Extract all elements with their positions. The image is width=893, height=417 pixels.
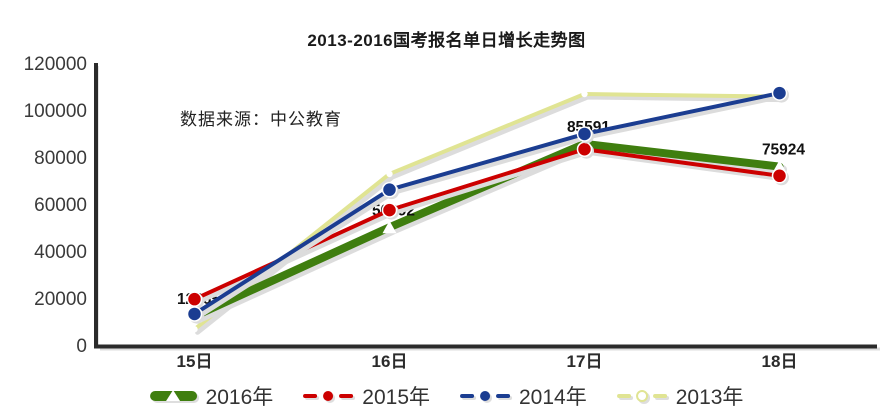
legend-label: 2016年 [205, 386, 274, 409]
x-axis-shadow [100, 347, 880, 351]
marker-white-dot-2013年 [581, 90, 588, 98]
legend-dash [339, 394, 354, 398]
series-line-2014年 [192, 91, 782, 316]
legend-item-2014: 2014年 [460, 381, 587, 411]
legend-dot [480, 391, 490, 401]
marker-dot-2015年 [186, 291, 203, 307]
y-tick-label: 0 [76, 336, 87, 357]
legend: 2016年 2015年 2014年 2013年 [149, 381, 744, 411]
data-label: 75924 [762, 142, 805, 159]
legend-dot [323, 391, 334, 401]
legend-item-2013: 2013年 [616, 381, 744, 411]
marker-triangle-2016年 [382, 220, 397, 234]
y-tick-label: 20000 [34, 289, 87, 310]
x-axis [94, 344, 877, 349]
legend-dash [616, 394, 631, 398]
marker-dot-2014年 [576, 126, 593, 142]
y-tick-label: 100000 [24, 101, 87, 122]
legend-dash [652, 394, 667, 398]
x-tick-label: 17日 [567, 352, 603, 371]
marker-dot-2015年 [576, 141, 593, 157]
series-shadow-2014年 [195, 93, 785, 320]
legend-dash [496, 394, 510, 398]
legend-dash [460, 394, 474, 398]
x-tick-label: 18日 [762, 352, 798, 371]
chart-title: 2013-2016国考报名单日增长走势图 [307, 31, 586, 50]
legend-label: 2013年 [675, 386, 744, 409]
marker-dot-2014年 [771, 85, 788, 101]
legend-dot [635, 390, 648, 402]
white-triangle-marker-icon [166, 390, 181, 401]
y-axis [94, 63, 98, 349]
y-tick-label: 60000 [34, 195, 87, 216]
marker-dot-2014年 [186, 306, 203, 322]
series-shadow-2016年 [193, 142, 787, 324]
legend-label: 2015年 [362, 386, 430, 409]
marker-white-dot-2013年 [386, 170, 393, 178]
y-tick-label: 120000 [24, 54, 87, 75]
marker-dot-2014年 [381, 181, 398, 198]
x-tick-label: 15日 [177, 352, 213, 371]
source-note: 数据来源：中公教育 [180, 110, 342, 129]
series-line-2013年 [192, 92, 782, 332]
y-tick-label: 80000 [34, 148, 87, 169]
legend-item-2015: 2015年 [303, 381, 430, 411]
marker-dot-2015年 [381, 202, 398, 218]
legend-item-2016: 2016年 [149, 381, 274, 411]
marker-white-dot-2013年 [191, 326, 198, 333]
series-line-2016年 [190, 139, 784, 321]
y-tick-label: 40000 [34, 242, 87, 263]
x-tick-label: 16日 [372, 352, 408, 371]
legend-swatch-2014-dash-dot-icon [460, 391, 510, 401]
legend-label: 2014年 [519, 386, 587, 409]
marker-dot-2015年 [771, 168, 788, 184]
legend-swatch-2015-dash-dot-icon [303, 391, 354, 401]
legend-swatch-2016-thick-line-icon [149, 390, 197, 401]
legend-dash [303, 394, 318, 398]
legend-swatch-2013-dash-dot-icon [616, 390, 667, 402]
